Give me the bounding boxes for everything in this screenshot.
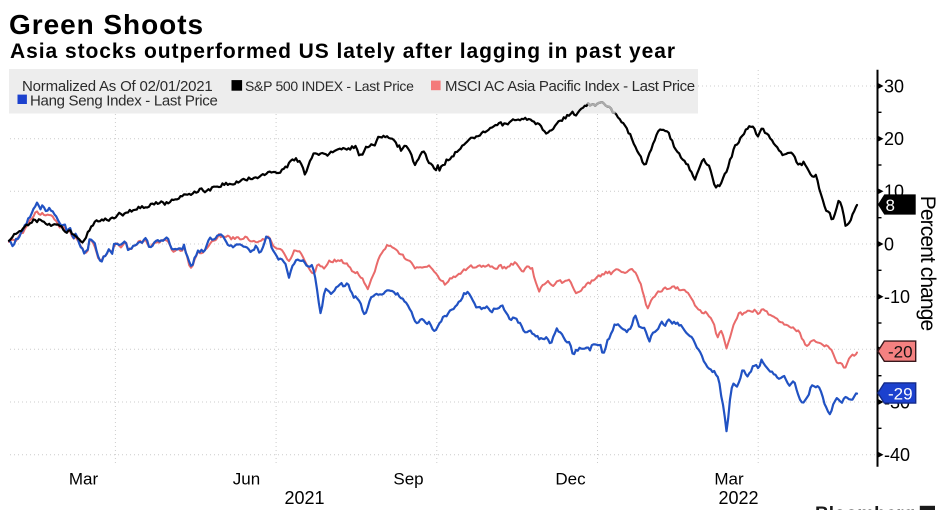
- svg-text:Sep: Sep: [393, 469, 423, 488]
- svg-text:-29: -29: [888, 384, 913, 403]
- svg-text:Percent change: Percent change: [916, 196, 939, 331]
- svg-text:-40: -40: [884, 445, 910, 465]
- svg-text:Normalized As Of 02/01/2021: Normalized As Of 02/01/2021: [22, 78, 213, 95]
- svg-text:-10: -10: [884, 287, 910, 307]
- svg-text:-20: -20: [888, 343, 913, 362]
- svg-text:2021: 2021: [284, 488, 324, 508]
- svg-text:2022: 2022: [718, 488, 758, 508]
- svg-text:MSCI AC Asia Pacific Index - L: MSCI AC Asia Pacific Index - Last Price: [445, 78, 695, 95]
- svg-text:0: 0: [884, 234, 894, 254]
- svg-text:Dec: Dec: [555, 469, 586, 488]
- svg-text:20: 20: [884, 129, 904, 149]
- svg-text:30: 30: [884, 76, 904, 96]
- svg-text:Hang Seng Index - Last Price: Hang Seng Index - Last Price: [30, 93, 218, 110]
- svg-text:Jun: Jun: [233, 469, 260, 488]
- svg-text:Mar: Mar: [714, 469, 744, 488]
- svg-text:S&P 500 INDEX - Last Price: S&P 500 INDEX - Last Price: [245, 78, 414, 94]
- svg-text:8: 8: [886, 196, 895, 215]
- svg-text:Mar: Mar: [69, 469, 99, 488]
- svg-text:Bloomberg: Bloomberg: [815, 504, 915, 510]
